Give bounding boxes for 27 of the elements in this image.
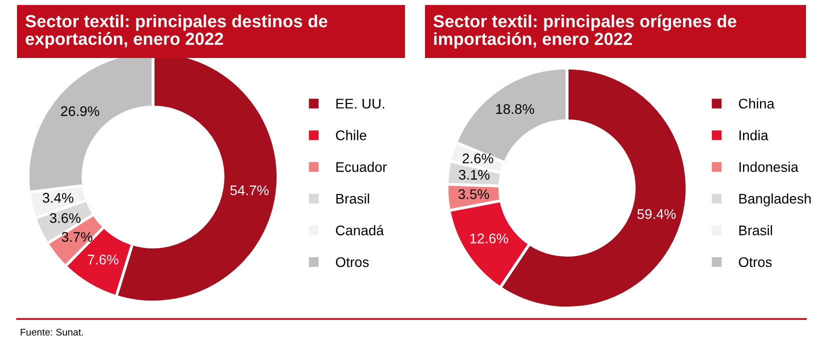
legend-label: Ecuador <box>336 162 387 172</box>
legend-label: Canadá <box>336 224 384 236</box>
legend-label: Indonesia <box>739 162 798 172</box>
source-note: Fuente: Sunat. <box>20 328 83 336</box>
legend-label: Chile <box>336 130 366 140</box>
legend-label: Otros <box>738 257 772 268</box>
data-label: 3.7% <box>62 232 92 242</box>
data-label: 3.6% <box>50 213 80 223</box>
data-label: 2.6% <box>462 154 494 164</box>
data-label: 59.4% <box>637 209 676 219</box>
data-label: 3.1% <box>458 170 490 180</box>
data-label: 3.5% <box>458 189 490 200</box>
legend-label: Brasil <box>336 193 370 204</box>
data-label: 54.7% <box>230 185 269 196</box>
legend-label: Brasil <box>739 225 772 236</box>
data-label: 18.8% <box>496 104 534 114</box>
data-label: 12.6% <box>470 234 508 244</box>
legend-label: Otros <box>336 257 369 268</box>
chart-title: Sector textil: principales destinos de exportación, enero 2022 <box>26 14 328 48</box>
legend-label: Bangladesh <box>739 193 811 206</box>
chart-title: Sector textil: principales orígenes de importación, enero 2022 <box>434 14 736 49</box>
legend-label: EE. UU. <box>336 98 384 109</box>
data-label: 26.9% <box>61 106 100 116</box>
data-label: 7.6% <box>88 254 118 264</box>
legend-label: China <box>738 98 774 109</box>
legend-label: India <box>739 130 768 140</box>
data-label: 3.4% <box>42 192 74 203</box>
